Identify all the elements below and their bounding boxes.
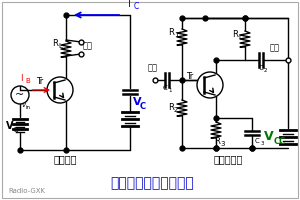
Text: 3: 3 [220,141,224,147]
Text: C: C [134,2,139,11]
Text: V: V [264,130,274,143]
Text: C: C [259,65,264,71]
Text: R: R [52,39,58,48]
Text: C: C [255,138,260,144]
Text: 2: 2 [174,107,178,113]
Text: ~: ~ [15,90,25,100]
Text: L: L [238,34,242,40]
Text: R: R [168,28,174,37]
Text: V: V [133,97,142,107]
Text: 原理回路: 原理回路 [53,154,77,164]
Text: CC: CC [274,137,286,146]
Text: C: C [163,85,168,91]
Circle shape [197,72,223,98]
Text: B: B [25,78,30,84]
Text: L: L [58,43,62,49]
Text: Radio-GXK: Radio-GXK [8,188,45,194]
Text: 2: 2 [264,68,268,73]
Text: 出力: 出力 [270,43,280,52]
Text: C: C [140,102,146,111]
Text: I: I [20,74,22,83]
Text: R: R [232,30,238,39]
Text: 実際の回路: 実際の回路 [213,154,243,164]
Text: in: in [26,105,31,110]
Circle shape [47,77,73,103]
Text: R: R [214,137,220,146]
Text: B: B [13,127,18,133]
Text: R: R [168,103,174,112]
Text: 1: 1 [168,88,172,93]
Text: 入力: 入力 [148,63,158,72]
Text: Tr: Tr [186,72,193,81]
Text: Tr: Tr [36,77,43,86]
Text: V: V [6,121,14,131]
Text: 3: 3 [261,141,265,146]
Text: I: I [128,0,131,9]
Text: 1: 1 [174,32,178,38]
Text: v: v [22,102,26,108]
Text: 出力: 出力 [83,41,93,50]
Text: エミッタ接地増幅回路: エミッタ接地増幅回路 [110,176,194,190]
